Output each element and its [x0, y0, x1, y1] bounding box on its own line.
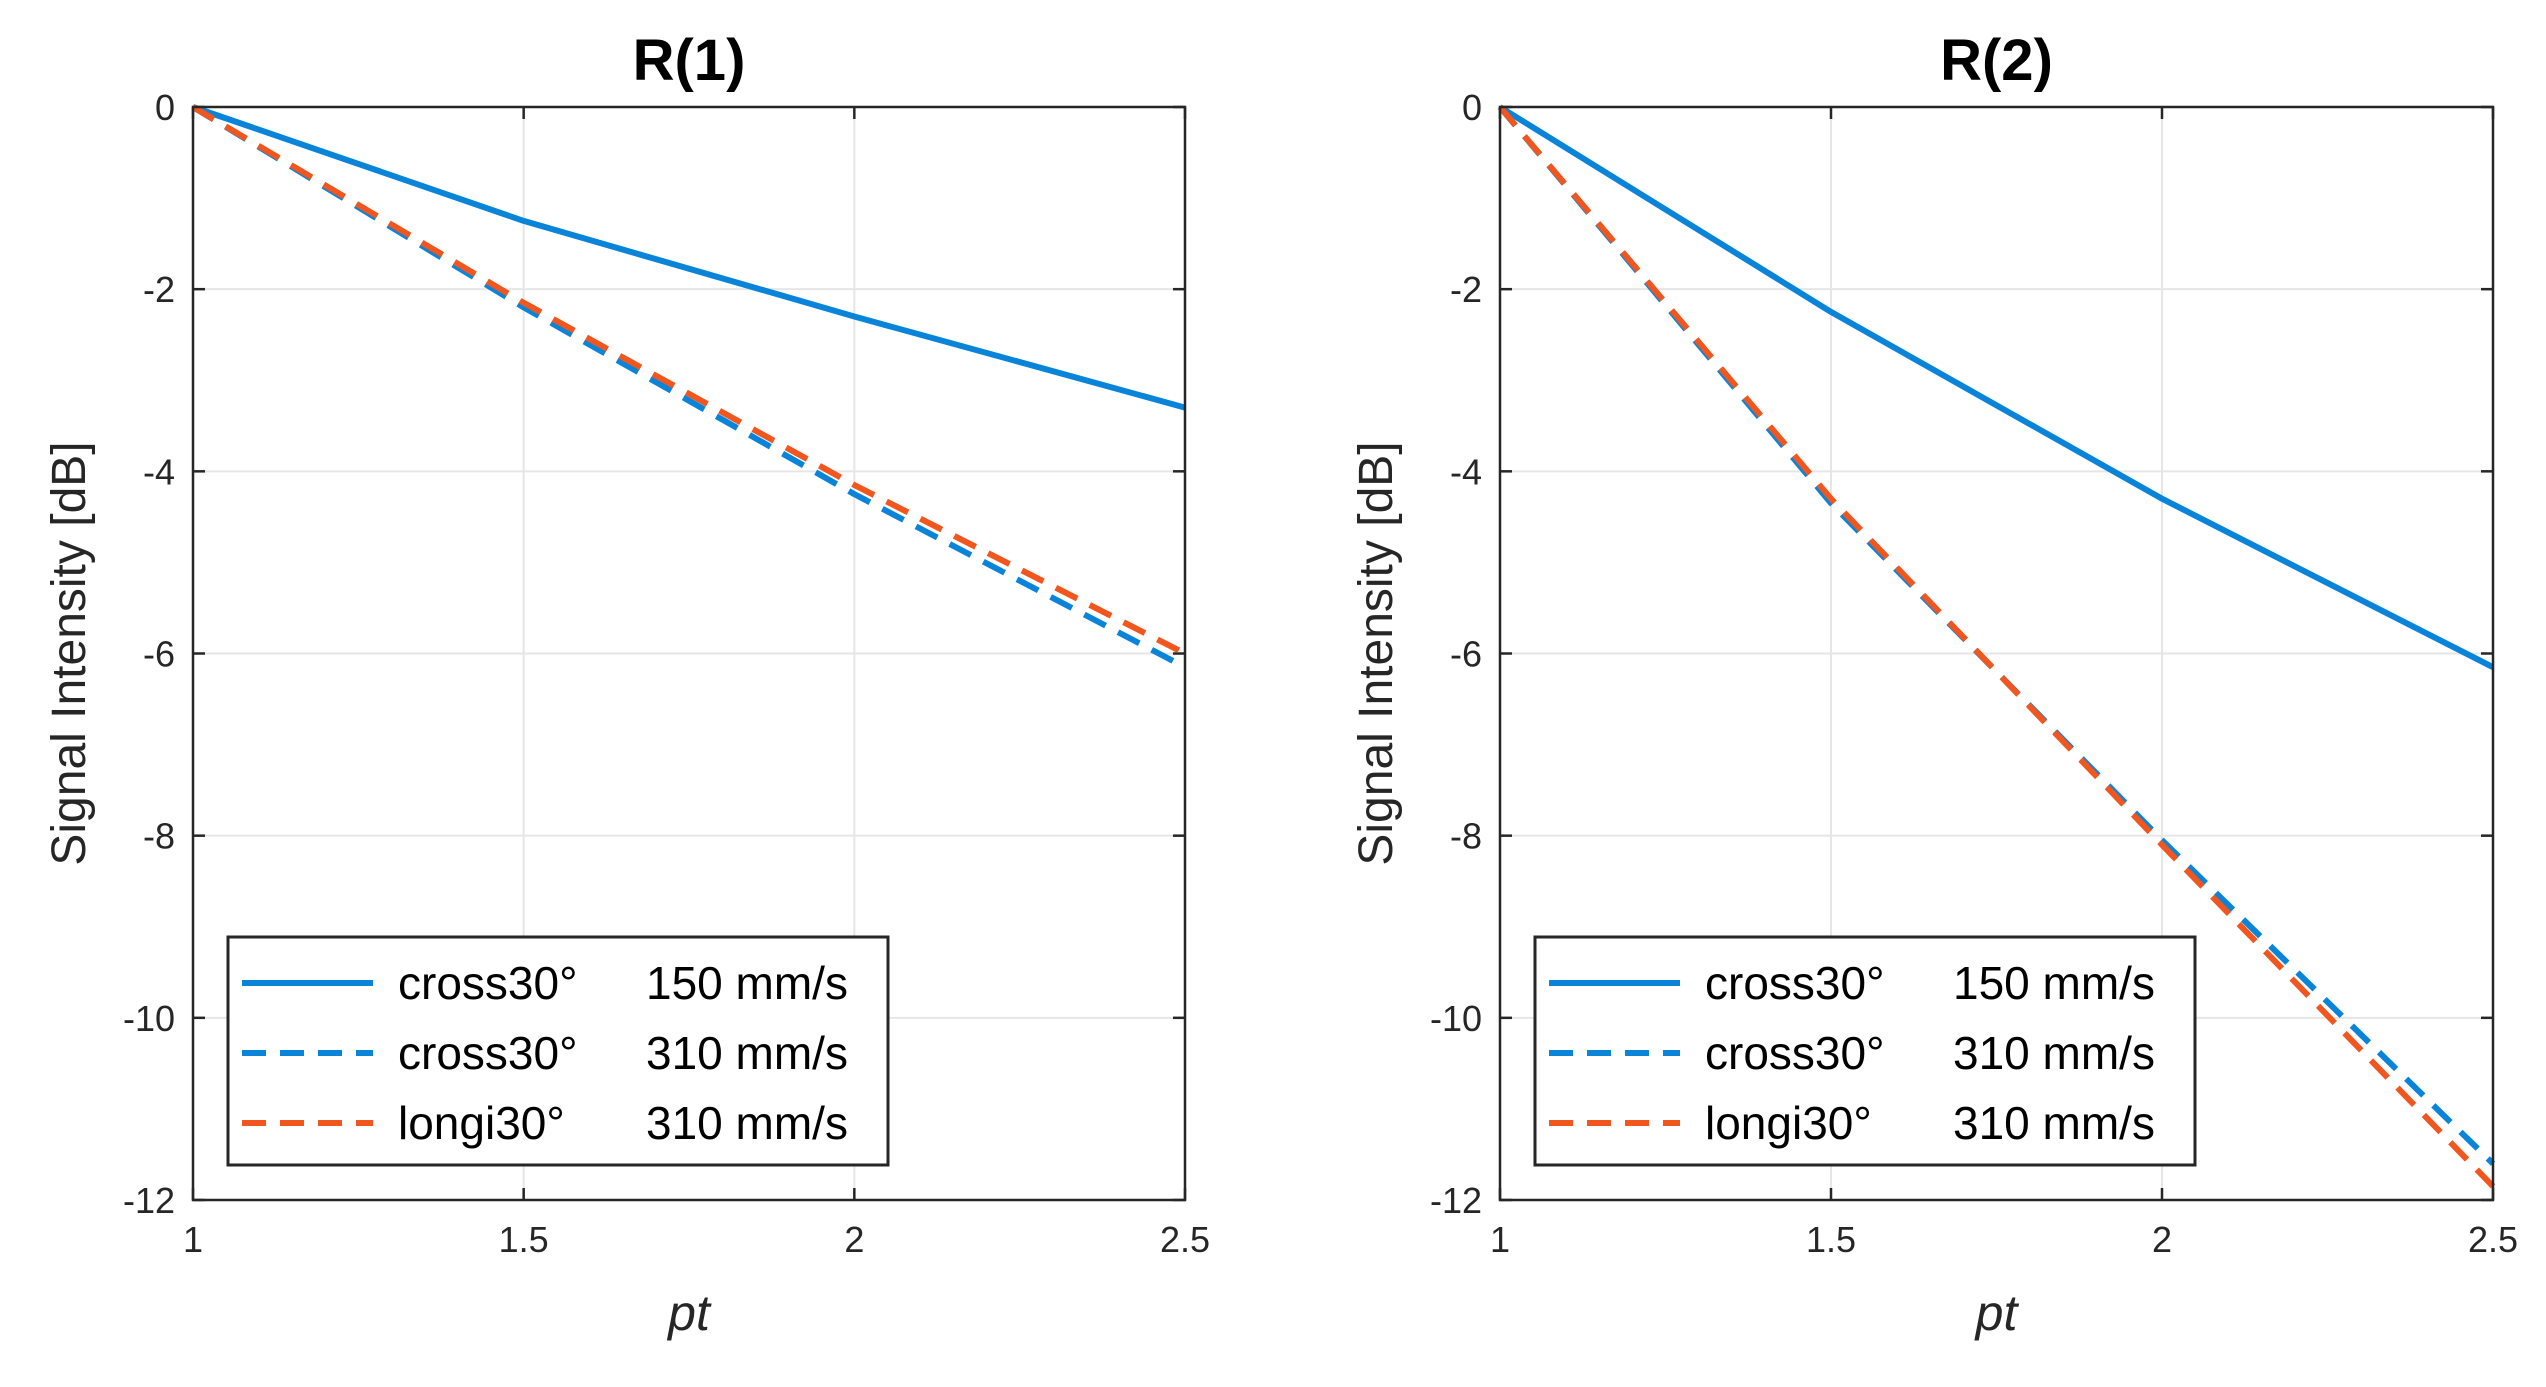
y-tick-label: -12 [123, 1180, 175, 1221]
y-tick-label: 0 [155, 87, 175, 128]
y-axis-label: Signal Intensity [dB] [1350, 441, 1403, 865]
legend-label: cross30° [1705, 1027, 1884, 1079]
y-tick-label: -2 [143, 269, 175, 310]
y-tick-label: -6 [1450, 634, 1482, 675]
legend-label: 310 mm/s [1953, 1027, 2155, 1079]
x-tick-label: 1.5 [499, 1219, 549, 1260]
series-line-1 [192, 104, 1186, 411]
y-tick-label: -2 [1450, 269, 1482, 310]
y-tick-label: 0 [1462, 87, 1482, 128]
chart-title: R(2) [1940, 28, 2053, 93]
plot-frame [191, 105, 1187, 1202]
legend: cross30° 150 mm/s cross30° 310 mm/s longi30°… [226, 935, 890, 1167]
x-axis-label: pt [1974, 1285, 2020, 1341]
legend-label: 310 mm/s [646, 1027, 848, 1079]
series-line-2 [1497, 105, 2496, 1166]
x-tick-label: 2.5 [1160, 1219, 1210, 1260]
series-line-3 [1497, 105, 2496, 1189]
chart-panel-1: 1 1.5 2 2.5 0 -2 -4 -6 -8 -10 -12 R(1) pt Signal Inte… [43, 28, 1210, 1341]
x-tick-label: 1 [1490, 1219, 1510, 1260]
y-tick-label: -10 [1430, 998, 1482, 1039]
y-tick-label: -8 [143, 816, 175, 857]
y-tick-label: -4 [143, 451, 175, 492]
x-tick-label: 1 [183, 1219, 203, 1260]
x-tick-label: 1.5 [1806, 1219, 1856, 1260]
series-line-1 [1498, 104, 2495, 670]
y-tick-label: -12 [1430, 1180, 1482, 1221]
chart-title: R(1) [633, 28, 746, 93]
series-line-2 [191, 104, 1187, 670]
chart-panel-2: 1 1.5 2 2.5 0 -2 -4 -6 -8 -10 -12 R(2) pt Signal Inte… [1350, 28, 2518, 1341]
legend-label: cross30° [398, 1027, 577, 1079]
x-tick-label: 2 [2152, 1219, 2172, 1260]
legend-label: cross30° [398, 957, 577, 1009]
y-axis-label: Signal Intensity [dB] [43, 441, 96, 865]
legend-label: longi30° [1705, 1097, 1872, 1149]
y-tick-label: -10 [123, 998, 175, 1039]
y-tick-label: -4 [1450, 451, 1482, 492]
plot-frame [1498, 105, 2495, 1202]
legend-label: 150 mm/s [1953, 957, 2155, 1009]
legend-label: 310 mm/s [1953, 1097, 2155, 1149]
y-tick-label: -6 [143, 634, 175, 675]
x-tick-label: 2.5 [2468, 1219, 2518, 1260]
legend-label: 150 mm/s [646, 957, 848, 1009]
legend: cross30° 150 mm/s cross30° 310 mm/s longi30°… [1533, 935, 2197, 1167]
legend-label: 310 mm/s [646, 1097, 848, 1149]
y-tick-label: -8 [1450, 816, 1482, 857]
x-tick-label: 2 [844, 1219, 864, 1260]
legend-label: cross30° [1705, 957, 1884, 1009]
series-line-3 [191, 104, 1187, 657]
x-axis-label: pt [666, 1285, 712, 1341]
legend-label: longi30° [398, 1097, 565, 1149]
